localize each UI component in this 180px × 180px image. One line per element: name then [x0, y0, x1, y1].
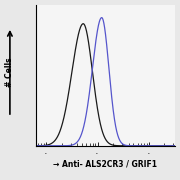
Text: # Cells: # Cells — [5, 57, 14, 87]
X-axis label: → Anti- ALS2CR3 / GRIF1: → Anti- ALS2CR3 / GRIF1 — [53, 159, 157, 168]
